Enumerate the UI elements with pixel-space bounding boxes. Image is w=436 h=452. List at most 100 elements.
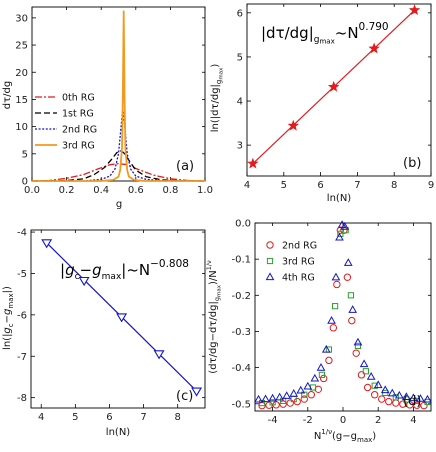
panel-d-legend-label: 4th RG (282, 273, 315, 284)
panel-b-star-marker (328, 80, 340, 92)
panel-c-ylabel: ln(|gc−gmax|) (2, 286, 15, 350)
panel-b: 4 5 6 7 8 9 3 4 5 6 ln(|dτ/dg|gmax) ln(N) |dτ/dg|… (210, 3, 434, 204)
panel-a-legend-label: 2nd RG (62, 125, 97, 136)
panel-b-ytick-label: 5 (237, 52, 243, 63)
panel-d-triangle-marker (254, 394, 263, 403)
panel-a-ytick-label: 25 (15, 41, 28, 52)
panel-d-legend: 2nd RG 3rd RG 4th RG (265, 241, 317, 284)
panel-c-frame (30, 229, 206, 409)
panel-c-xtick-label: 7 (140, 412, 146, 423)
panel-d-triangle-marker (359, 359, 369, 368)
panel-d-circle-marker (279, 400, 287, 408)
panel-a-xtick-label: 0.4 (93, 185, 109, 196)
panel-d-ytick-label: -0.3 (231, 327, 251, 338)
panel-d-circle-marker (357, 371, 366, 379)
panel-d-triangle-marker (416, 394, 425, 402)
panel-d-circle-marker (385, 397, 393, 406)
panel-d-circle-marker (399, 400, 407, 408)
panel-d-circle-marker (413, 401, 421, 409)
panel-d-circle-marker (325, 356, 333, 365)
panel-a-ytick-label: 20 (15, 68, 28, 79)
panel-c-triangle-marker (191, 387, 203, 397)
panel-d-circle-marker (319, 374, 328, 383)
panel-d-circle-marker (348, 316, 356, 325)
panel-a-ticks: 0.0 0.2 0.4 0.6 0.8 1.0 0 5 10 15 20 25 30 (15, 7, 213, 196)
panel-d-square-marker (392, 394, 399, 401)
panel-a-series (31, 10, 206, 182)
panel-d-circle-marker (343, 273, 352, 281)
panel-d-triangle-marker (327, 315, 336, 324)
panel-d-triangle-marker (353, 337, 363, 346)
panel-d-square-marker (347, 292, 355, 299)
panel-a-xtick-label: 0.2 (59, 185, 75, 196)
panel-b-star-marker (247, 157, 259, 169)
panel-d-circle-marker (300, 395, 308, 403)
panel-c-ytick-label: -5 (17, 269, 27, 280)
panel-d-triangle-marker (289, 389, 299, 397)
panel-d-series (254, 220, 432, 410)
panel-c-series (41, 239, 203, 397)
panel-d-tag: (d) (403, 394, 421, 409)
panel-d-ytick-label: -0.1 (231, 255, 251, 266)
panel-c-xtick-label: 5 (72, 412, 78, 423)
panel-d-ylabel: (dτ/dg−dτ/dg|gmax)/N1/ν (205, 260, 223, 374)
panel-b-ylabel: ln(|dτ/dg|gmax) (210, 64, 225, 133)
panel-d-legend-label: 2nd RG (282, 241, 317, 252)
panel-a-legend-label: 1st RG (62, 109, 94, 120)
panel-a-xtick-label: 0.8 (162, 185, 178, 196)
panel-a-xtick-label: 0.6 (128, 185, 144, 196)
panel-d-square-marker (337, 230, 344, 237)
panel-c-triangle-marker (41, 239, 53, 249)
panel-d-circle-marker (307, 391, 316, 399)
panel-d-legend-label: 3rd RG (282, 257, 315, 268)
panel-d-circle-marker (420, 401, 428, 410)
panel-d-legend-swatch (265, 272, 275, 281)
panel-d-xtick-label: -2 (303, 415, 313, 426)
panel-b-ticks: 4 5 6 7 8 9 3 4 5 6 (237, 4, 434, 191)
panel-b-star-marker (368, 42, 380, 54)
panel-d-triangle-marker (331, 272, 341, 281)
panel-d-circle-marker (286, 399, 294, 407)
panel-d-circle-marker (378, 395, 386, 403)
panel-d-circle-marker (363, 383, 372, 392)
panel-d-ytick-label: -0.2 (231, 291, 251, 302)
panel-d-circle-marker (370, 391, 379, 399)
panel-b-ytick-label: 3 (237, 141, 243, 152)
panel-d-triangle-marker (343, 258, 353, 266)
panel-d: -4 -2 0 2 4 0.0 -0.1 -0.2 -0.3 -0.4 -0.5 (dτ/dg−dτ… (205, 219, 432, 444)
panel-d-square-marker (362, 368, 369, 375)
panel-d-circle-marker (314, 385, 323, 394)
panel-d-triangle-marker (387, 388, 397, 397)
panel-d-triangle-marker (380, 385, 390, 394)
panel-a-tag: (a) (176, 159, 194, 174)
panel-c-xlabel: ln(N) (106, 427, 130, 438)
panel-b-xtick-label: 4 (244, 180, 250, 191)
panel-d-triangle-marker (303, 381, 313, 390)
panel-d-square-marker (269, 399, 276, 406)
panel-b-xtick-label: 5 (281, 180, 287, 191)
panel-c-tag: (c) (176, 389, 193, 404)
panel-d-triangle-marker (340, 221, 350, 230)
panel-d-square-marker (354, 342, 362, 350)
panel-c-ytick-label: -8 (17, 393, 27, 404)
panel-b-ytick-label: 4 (237, 97, 243, 108)
panel-d-square-marker (371, 382, 378, 389)
panel-d-xlabel: N1/ν(g−gmax) (314, 428, 376, 444)
panel-a-legend-label: 0th RG (62, 93, 95, 104)
panel-d-circle-marker (352, 349, 360, 357)
panel-c-triangle-marker (78, 276, 90, 287)
panel-a-xlabel: g (116, 199, 122, 210)
panel-b-xtick-label: 6 (317, 180, 323, 191)
panel-d-xtick-label: -4 (268, 415, 278, 426)
panel-d-triangle-marker (373, 380, 383, 389)
panel-b-fit-annotation: |dτ/dg|gmax~N0.790 (261, 21, 389, 46)
panel-a-series-line (32, 10, 205, 182)
panel-a-ytick-label: 0 (22, 177, 28, 188)
panel-b-frame (246, 3, 432, 177)
panel-d-triangle-marker (282, 391, 292, 399)
panel-a-legend-label: 3rd RG (62, 141, 95, 152)
panel-d-circle-marker (333, 280, 341, 289)
panel-d-triangle-marker (310, 373, 320, 382)
panel-c-xtick-label: 8 (175, 412, 181, 423)
panel-d-xtick-label: 4 (410, 415, 416, 426)
